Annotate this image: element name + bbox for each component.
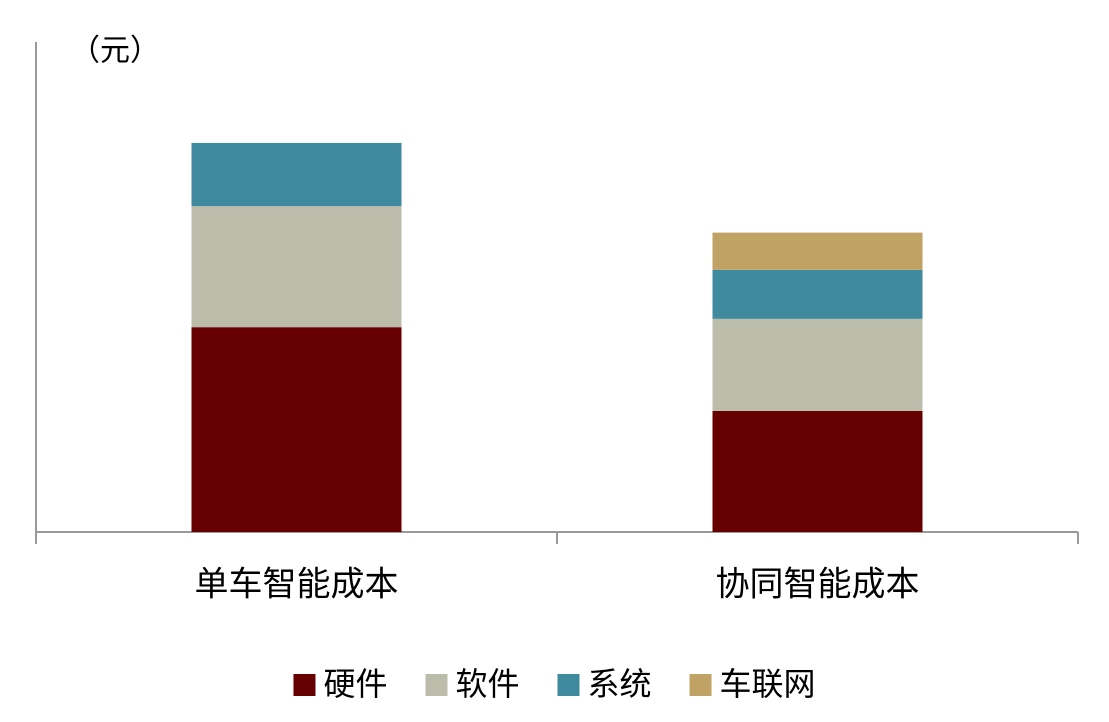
bar-segment (712, 269, 923, 319)
legend-label: 硬件 (323, 665, 387, 703)
bar-segment (712, 410, 923, 532)
bar-segment (191, 206, 402, 328)
y-axis-label: （元） (70, 34, 160, 69)
legend-swatch (293, 674, 316, 696)
legend-swatch (557, 674, 580, 696)
legend-label: 车联网 (720, 665, 816, 703)
x-tick-label: 协同智能成本 (716, 565, 920, 605)
x-tick-label: 单车智能成本 (195, 565, 399, 605)
bar-segment (712, 318, 923, 411)
bar-segment (191, 142, 402, 207)
bar-segment (191, 327, 402, 532)
legend-label: 系统 (588, 665, 652, 703)
legend-label: 软件 (455, 665, 519, 703)
bar-segment (712, 232, 923, 270)
legend-swatch (689, 674, 712, 696)
legend-swatch (425, 674, 448, 696)
